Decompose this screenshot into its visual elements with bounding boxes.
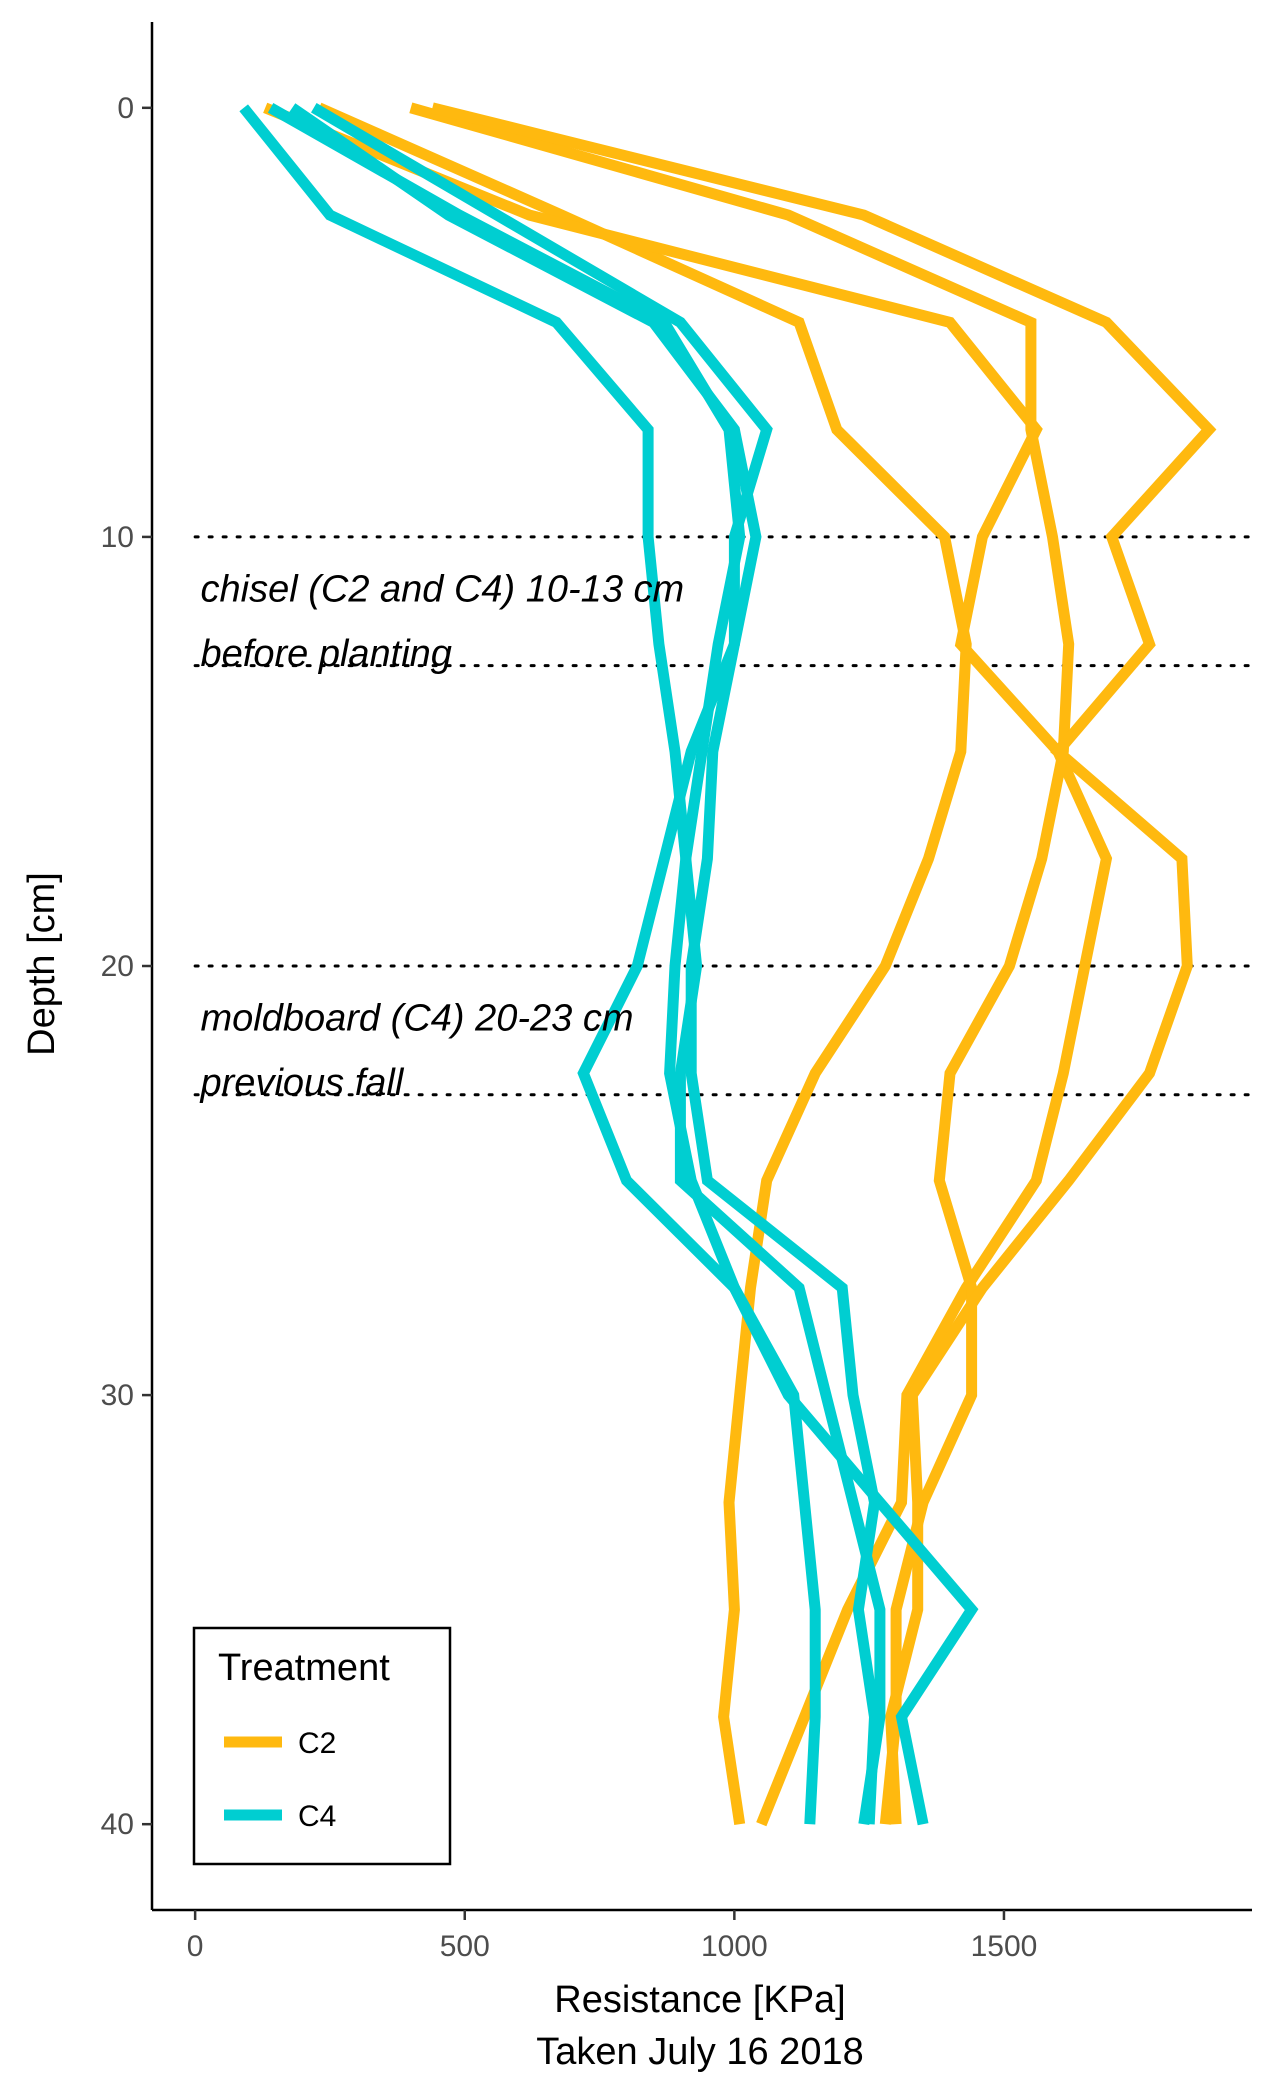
annotation-text: moldboard (C4) 20-23 cm [201, 997, 634, 1039]
series-line-c2 [316, 102, 972, 1826]
annotation-text: previous fall [200, 1062, 405, 1104]
y-tick-label: 30 [101, 1379, 134, 1412]
y-ticks: 0 10 20 30 40 [101, 92, 152, 1841]
x-tick-label: 1000 [701, 1930, 768, 1963]
annotations: chisel (C2 and C4) 10-13 cm before planti… [200, 568, 685, 1103]
series-line-c4 [311, 103, 881, 1825]
axes: 0 10 20 30 40 0 500 1000 1500 [101, 22, 1252, 1963]
y-tick-label: 0 [117, 92, 134, 125]
x-tick-label: 1500 [971, 1930, 1038, 1963]
series-line-c4 [267, 103, 979, 1826]
y-axis-title: Depth [cm] [21, 872, 63, 1056]
annotation-text: chisel (C2 and C4) 10-13 cm [201, 568, 685, 610]
legend: Treatment C2 C4 [192, 1626, 452, 1866]
annotation-text: before planting [201, 633, 452, 675]
x-tick-label: 0 [187, 1930, 204, 1963]
reference-lines [193, 535, 1254, 1097]
y-tick-label: 40 [101, 1808, 134, 1841]
y-tick-label: 10 [101, 521, 134, 554]
x-axis-subtitle: Taken July 16 2018 [536, 2031, 863, 2073]
legend-label-c2: C2 [298, 1727, 336, 1760]
y-tick-label: 20 [101, 950, 134, 983]
x-ticks: 0 500 1000 1500 [187, 1910, 1038, 1963]
x-axis-title: Resistance [KPa] [554, 1979, 845, 2021]
legend-label-c4: C4 [298, 1800, 336, 1833]
series-lines [239, 102, 1217, 1827]
x-tick-label: 500 [440, 1930, 490, 1963]
series-line-c2 [263, 102, 1113, 1827]
legend-title: Treatment [218, 1647, 390, 1689]
